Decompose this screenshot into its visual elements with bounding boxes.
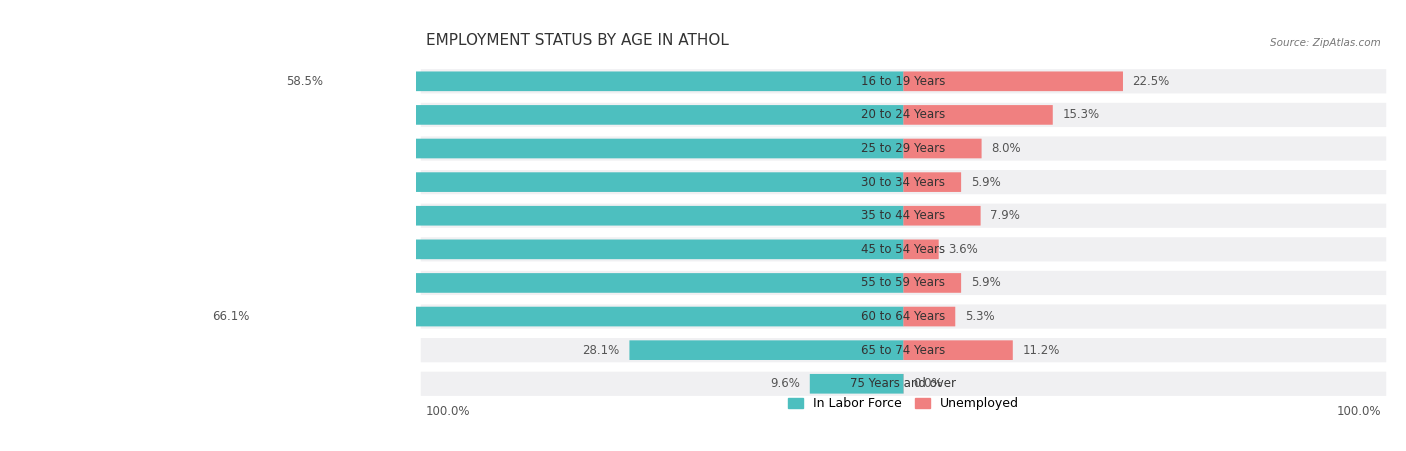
FancyBboxPatch shape xyxy=(38,172,904,192)
Text: 20 to 24 Years: 20 to 24 Years xyxy=(862,108,946,121)
FancyBboxPatch shape xyxy=(904,71,1123,91)
FancyBboxPatch shape xyxy=(162,239,904,259)
FancyBboxPatch shape xyxy=(197,105,904,125)
Text: 66.1%: 66.1% xyxy=(212,310,249,323)
FancyBboxPatch shape xyxy=(420,204,1386,228)
Text: Source: ZipAtlas.com: Source: ZipAtlas.com xyxy=(1271,38,1381,49)
Text: EMPLOYMENT STATUS BY AGE IN ATHOL: EMPLOYMENT STATUS BY AGE IN ATHOL xyxy=(426,33,728,49)
FancyBboxPatch shape xyxy=(420,338,1386,362)
Text: 28.1%: 28.1% xyxy=(582,344,620,357)
FancyBboxPatch shape xyxy=(420,304,1386,329)
Legend: In Labor Force, Unemployed: In Labor Force, Unemployed xyxy=(783,392,1024,415)
Text: 100.0%: 100.0% xyxy=(426,405,470,418)
Text: 7.9%: 7.9% xyxy=(990,209,1021,222)
Text: 0.0%: 0.0% xyxy=(914,377,943,390)
FancyBboxPatch shape xyxy=(420,69,1386,93)
FancyBboxPatch shape xyxy=(420,271,1386,295)
Text: 11.2%: 11.2% xyxy=(1022,344,1060,357)
Text: 5.9%: 5.9% xyxy=(970,276,1001,290)
FancyBboxPatch shape xyxy=(420,103,1386,127)
Text: 5.9%: 5.9% xyxy=(970,175,1001,189)
FancyBboxPatch shape xyxy=(333,71,904,91)
Text: 88.8%: 88.8% xyxy=(58,175,98,189)
Text: 25 to 29 Years: 25 to 29 Years xyxy=(862,142,946,155)
Text: 78.1%: 78.1% xyxy=(162,142,202,155)
Text: 35 to 44 Years: 35 to 44 Years xyxy=(862,209,946,222)
FancyBboxPatch shape xyxy=(420,136,1386,161)
FancyBboxPatch shape xyxy=(904,307,955,327)
FancyBboxPatch shape xyxy=(420,372,1386,396)
FancyBboxPatch shape xyxy=(176,206,904,226)
Text: 8.0%: 8.0% xyxy=(991,142,1021,155)
FancyBboxPatch shape xyxy=(810,374,904,394)
Text: 60 to 64 Years: 60 to 64 Years xyxy=(862,310,946,323)
FancyBboxPatch shape xyxy=(904,239,939,259)
Text: 74.6%: 74.6% xyxy=(195,209,236,222)
FancyBboxPatch shape xyxy=(212,273,904,293)
Text: 76.1%: 76.1% xyxy=(181,243,222,256)
Text: 65 to 74 Years: 65 to 74 Years xyxy=(862,344,946,357)
FancyBboxPatch shape xyxy=(904,273,962,293)
FancyBboxPatch shape xyxy=(142,139,904,158)
FancyBboxPatch shape xyxy=(904,172,962,192)
FancyBboxPatch shape xyxy=(259,307,904,327)
Text: 75 Years and over: 75 Years and over xyxy=(851,377,956,390)
Text: 30 to 34 Years: 30 to 34 Years xyxy=(862,175,945,189)
FancyBboxPatch shape xyxy=(904,139,981,158)
Text: 9.6%: 9.6% xyxy=(770,377,800,390)
Text: 100.0%: 100.0% xyxy=(1337,405,1381,418)
Text: 58.5%: 58.5% xyxy=(287,75,323,88)
Text: 55 to 59 Years: 55 to 59 Years xyxy=(862,276,945,290)
Text: 70.9%: 70.9% xyxy=(232,276,273,290)
Text: 72.5%: 72.5% xyxy=(217,108,257,121)
Text: 16 to 19 Years: 16 to 19 Years xyxy=(862,75,946,88)
Text: 3.6%: 3.6% xyxy=(948,243,979,256)
FancyBboxPatch shape xyxy=(420,237,1386,262)
Text: 5.3%: 5.3% xyxy=(965,310,994,323)
FancyBboxPatch shape xyxy=(904,341,1012,360)
Text: 15.3%: 15.3% xyxy=(1063,108,1099,121)
FancyBboxPatch shape xyxy=(904,206,980,226)
FancyBboxPatch shape xyxy=(904,105,1053,125)
Text: 22.5%: 22.5% xyxy=(1133,75,1170,88)
Text: 45 to 54 Years: 45 to 54 Years xyxy=(862,243,946,256)
FancyBboxPatch shape xyxy=(630,341,904,360)
FancyBboxPatch shape xyxy=(420,170,1386,194)
